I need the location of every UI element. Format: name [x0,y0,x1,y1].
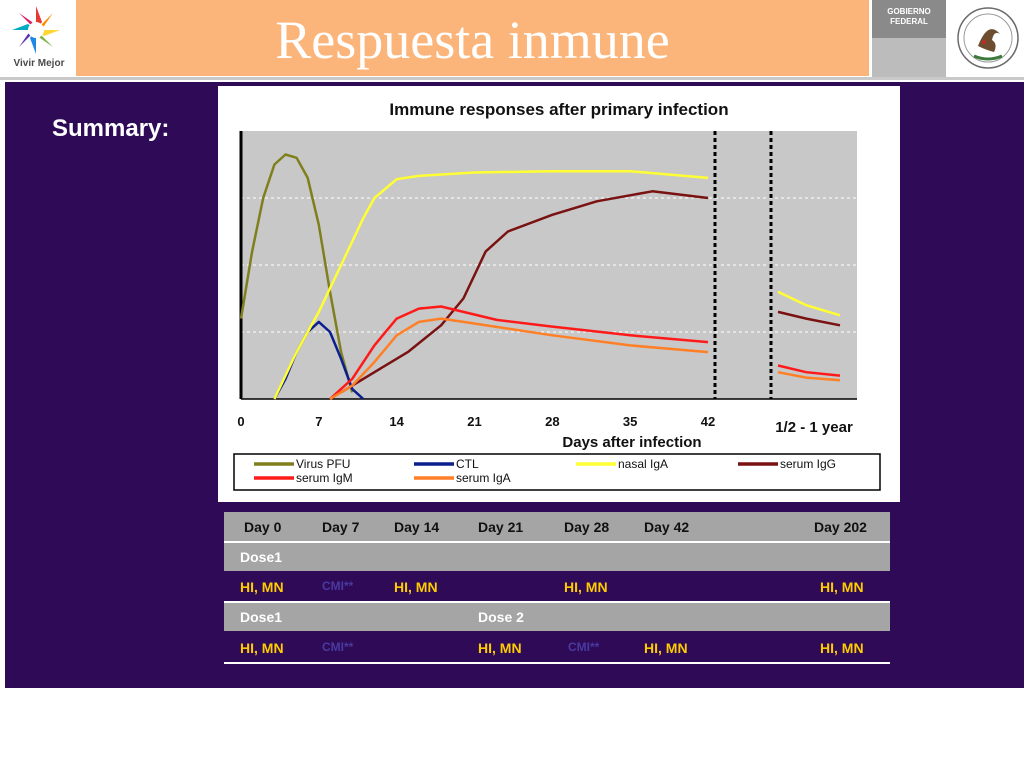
hi-mn-day42: HI, MN [644,640,688,656]
legend [233,453,881,491]
series-late-line-serum-igg [777,310,841,327]
gov-line2: FEDERAL [890,17,928,26]
header-day0: Day 0 [244,519,282,535]
slide-header: Vivir Mejor Respuesta inmune GOBIERNO FE… [0,0,1024,80]
summary-label: Summary: [52,115,170,142]
header-day28: Day 28 [564,519,610,535]
cmi-day7: CMI** [322,579,354,593]
immune-response-chart: 0 7 14 21 28 35 42 1/2 - 1 year Days after inf… [233,131,881,491]
hi-mn-day202: HI, MN [820,579,864,595]
logo-label: Vivir Mejor [13,58,65,69]
x-tick-label-35: 35 [623,414,637,429]
series-line-serum-igm [329,305,709,400]
series-line-serum-igg [340,190,709,394]
table-header-row: Day 0 Day 7 Day 14 Day 21 Day 28 Day 42 … [224,512,890,541]
series-late-line-serum-igm [777,364,841,377]
chart-title: Immune responses after primary infection [389,100,729,119]
legend-label-serum-igg: serum IgG [780,457,836,471]
table-divider [224,541,890,543]
mexico-seal [948,0,1024,78]
header-day14: Day 14 [394,519,440,535]
x-axis-label: Days after infection [562,434,701,451]
table-row: Dose1 [224,542,890,571]
gov-badge-lower [872,38,946,78]
hi-mn-day0-b: HI, MN [240,640,284,656]
x-tick-label-21: 21 [467,414,481,429]
national-seal-icon [957,7,1019,69]
legend-label-serum-igm: serum IgM [296,471,353,485]
legend-label-nasal-iga: nasal IgA [618,457,668,471]
hi-mn-day14: HI, MN [394,579,438,595]
vivir-mejor-logo: Vivir Mejor [0,0,74,78]
dose1-label-2: Dose1 [240,609,283,625]
dose1-label: Dose1 [240,549,283,565]
cmi-day7-b: CMI** [322,640,354,654]
table-divider [224,662,890,664]
page-title: Respuesta inmune [275,10,670,70]
x-tick-label-14: 14 [389,414,404,429]
x-tick-label-7: 7 [315,414,322,429]
header-day7: Day 7 [322,519,360,535]
legend-label-ctl: CTL [456,457,479,471]
gov-line1: GOBIERNO [887,7,931,16]
hi-mn-day0: HI, MN [240,579,284,595]
header-day202: Day 202 [814,519,867,535]
x-tick-label-42: 42 [701,414,715,429]
cmi-day28: CMI** [568,640,600,654]
hi-mn-day28: HI, MN [564,579,608,595]
chart-panel: Immune responses after primary infection… [218,86,900,502]
dose2-label: Dose 2 [478,609,524,625]
series-late-line-nasal-iga [777,290,841,317]
x-tick-label-0: 0 [237,414,244,429]
series-line-serum-iga [329,317,709,401]
series-line-virus-pfu [239,153,354,393]
series-line-nasal-iga [273,169,709,400]
table-row: HI, MN CMI** HI, MN CMI** HI, MN HI, MN [224,633,890,662]
table-divider [224,601,890,603]
series-late-line-serum-iga [777,370,841,382]
table-row: HI, MN CMI** HI, MN HI, MN HI, MN [224,572,890,601]
legend-label-serum-iga: serum IgA [456,471,511,485]
x-tick-label-28: 28 [545,414,559,429]
late-period-label: 1/2 - 1 year [775,419,853,436]
header-divider [0,77,1024,80]
header-day42: Day 42 [644,519,690,535]
table-row: Dose1 Dose 2 [224,602,890,631]
flower-logo-icon [12,6,60,54]
hi-mn-day202-b: HI, MN [820,640,864,656]
gobierno-federal-badge: GOBIERNO FEDERAL [872,0,946,38]
legend-label-virus-pfu: Virus PFU [296,457,350,471]
title-bar: Respuesta inmune [76,0,869,76]
hi-mn-day21: HI, MN [478,640,522,656]
header-day21: Day 21 [478,519,524,535]
